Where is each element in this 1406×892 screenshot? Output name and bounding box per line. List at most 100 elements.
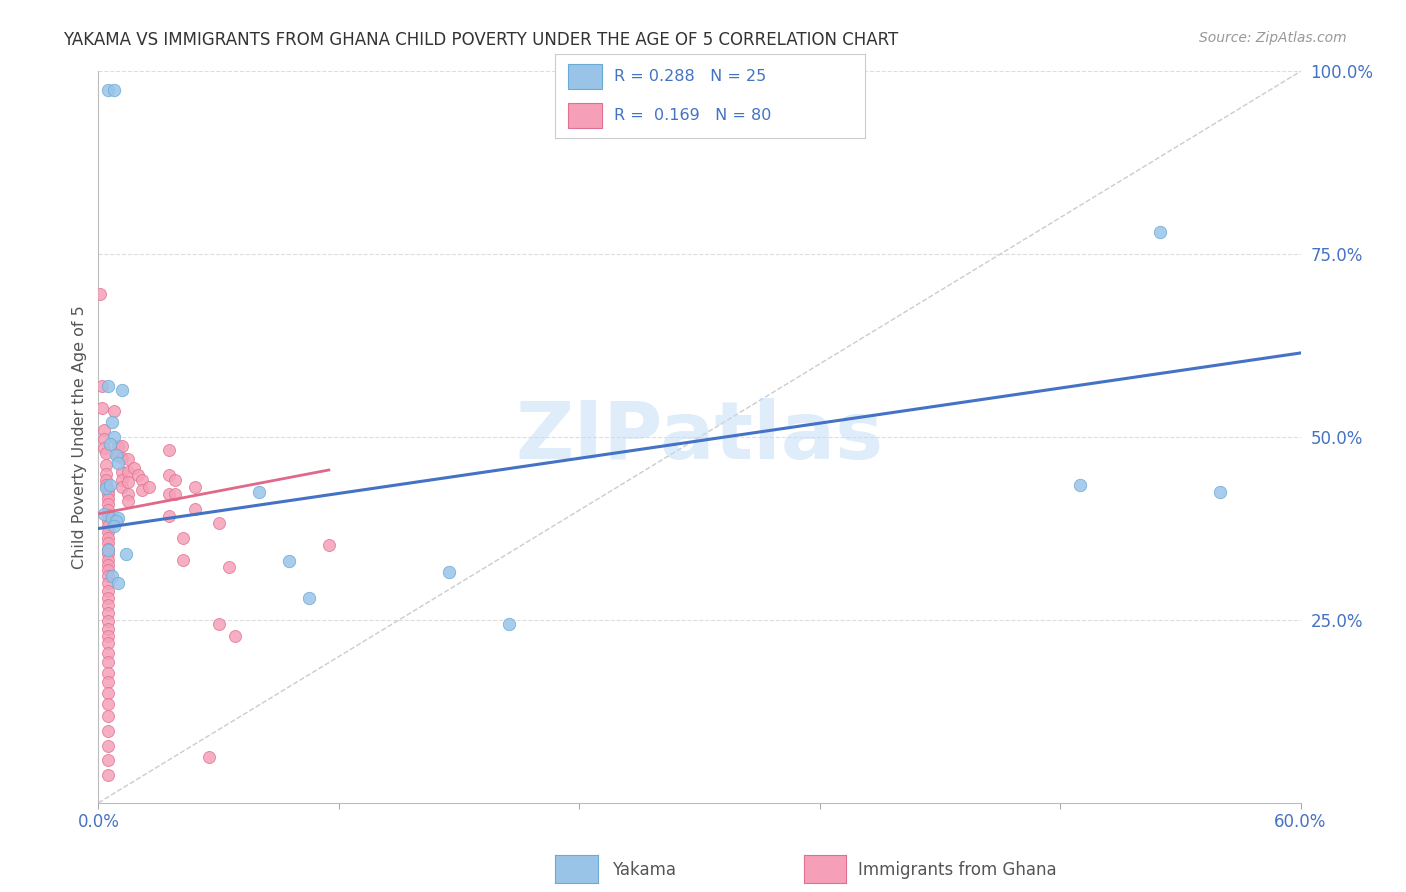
Point: [97, 503, 120, 517]
Point: [97, 379, 120, 393]
Text: R =  0.169   N = 80: R = 0.169 N = 80: [614, 108, 772, 123]
Point: [97, 563, 120, 577]
Point: [96, 446, 118, 460]
Point: [101, 510, 124, 524]
Point: [97, 576, 120, 591]
Point: [103, 83, 125, 97]
Point: [111, 439, 134, 453]
Point: [97, 656, 120, 670]
Point: [117, 475, 139, 490]
Point: [97, 606, 120, 620]
Point: [100, 477, 122, 491]
Point: [1149, 225, 1171, 239]
Point: [1209, 485, 1232, 500]
Point: [96, 477, 118, 491]
Point: [97, 497, 120, 511]
Point: [107, 439, 129, 453]
Point: [91, 401, 114, 415]
Point: [131, 483, 153, 497]
Point: [117, 494, 139, 508]
Point: [93, 507, 115, 521]
Point: [97, 543, 120, 558]
Point: [111, 480, 134, 494]
Point: [97, 553, 120, 567]
Point: [93, 423, 115, 437]
Point: [117, 452, 139, 467]
Point: [97, 536, 120, 550]
Point: [157, 443, 180, 458]
Point: [183, 501, 205, 516]
Point: [97, 531, 120, 545]
Point: [437, 566, 460, 580]
Point: [157, 487, 180, 501]
Point: [1069, 477, 1091, 491]
Point: [247, 485, 270, 500]
Point: [97, 514, 120, 528]
Point: [97, 569, 120, 583]
Point: [197, 750, 219, 764]
Point: [97, 591, 120, 605]
Point: [97, 615, 120, 629]
Y-axis label: Child Poverty Under the Age of 5: Child Poverty Under the Age of 5: [72, 305, 87, 569]
Point: [93, 432, 115, 446]
Text: Source: ZipAtlas.com: Source: ZipAtlas.com: [1199, 31, 1347, 45]
Point: [97, 665, 120, 680]
Point: [105, 514, 128, 528]
Point: [97, 558, 120, 573]
Point: [101, 569, 124, 583]
Point: [100, 437, 122, 451]
Point: [111, 465, 134, 479]
Point: [103, 430, 125, 444]
Point: [97, 599, 120, 613]
Point: [224, 629, 246, 643]
Point: [96, 481, 118, 495]
FancyBboxPatch shape: [568, 63, 602, 89]
Point: [208, 616, 231, 631]
Point: [97, 525, 120, 540]
Point: [93, 441, 115, 455]
Point: [163, 473, 186, 487]
Point: [111, 450, 134, 465]
Point: [97, 739, 120, 753]
Point: [97, 487, 120, 501]
Text: ZIPatlas: ZIPatlas: [516, 398, 883, 476]
Point: [157, 509, 180, 524]
Point: [277, 554, 299, 568]
Point: [163, 487, 186, 501]
Point: [97, 636, 120, 650]
Point: [97, 768, 120, 782]
Point: [117, 465, 139, 479]
Point: [97, 686, 120, 700]
Point: [124, 460, 146, 475]
Point: [111, 473, 134, 487]
Point: [101, 416, 124, 430]
FancyBboxPatch shape: [568, 103, 602, 128]
Text: Yakama: Yakama: [612, 861, 676, 879]
Point: [97, 629, 120, 643]
Point: [128, 468, 150, 483]
Point: [96, 458, 118, 472]
Point: [107, 510, 129, 524]
Point: [183, 480, 205, 494]
Point: [208, 516, 231, 531]
Point: [97, 583, 120, 598]
Point: [97, 709, 120, 723]
Point: [97, 519, 120, 533]
Point: [298, 591, 321, 605]
Point: [138, 480, 160, 494]
Point: [318, 538, 340, 552]
Point: [96, 467, 118, 481]
Point: [97, 492, 120, 507]
Point: [91, 379, 114, 393]
Point: [131, 473, 153, 487]
Point: [498, 616, 520, 631]
Point: [111, 383, 134, 397]
Point: [97, 646, 120, 660]
Point: [103, 404, 125, 418]
Point: [97, 483, 120, 497]
Point: [97, 541, 120, 556]
Point: [97, 753, 120, 767]
Point: [107, 449, 129, 463]
Point: [172, 531, 194, 545]
Point: [107, 456, 129, 470]
